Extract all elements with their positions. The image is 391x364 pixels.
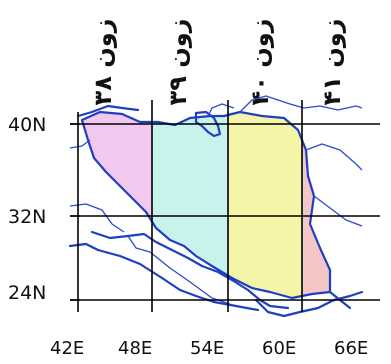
zone-label-41: زون ۴۱: [318, 19, 346, 106]
border-kuwait: [127, 235, 151, 253]
lon-label-54e: 54E: [190, 338, 224, 359]
longitude-labels: 42E 48E 54E 60E 66E: [50, 338, 368, 359]
lon-label-60e: 60E: [262, 338, 296, 359]
zone-fill-41: [302, 112, 330, 298]
zone-label-40: زون ۴۰: [246, 19, 274, 106]
zone-label-38: زون ۳۸: [89, 19, 117, 106]
graticule: [70, 100, 380, 301]
persian-gulf-coast: [90, 230, 290, 310]
border-turkey: [69, 139, 91, 149]
black-sea-coast: [76, 104, 140, 118]
border-north: [239, 95, 363, 113]
border-iraq: [69, 203, 125, 233]
axis-ticks: [70, 123, 303, 312]
zone-fills: [82, 112, 330, 298]
lon-label-42e: 42E: [50, 338, 84, 359]
zone-fill-40: [228, 112, 302, 298]
lon-label-48e: 48E: [118, 338, 152, 359]
zone-header-labels: زون ۳۸ زون ۳۹ زون ۴۰ زون ۴۱: [89, 19, 346, 106]
latitude-labels: 40N 32N 24N: [8, 114, 46, 304]
lon-label-66e: 66E: [334, 338, 368, 359]
red-sea-coast: [68, 242, 100, 252]
border-southeast: [313, 195, 363, 227]
lat-label-24n: 24N: [8, 282, 46, 304]
lat-label-32n: 32N: [8, 206, 46, 228]
border-east: [305, 143, 363, 171]
lat-label-40n: 40N: [8, 114, 46, 136]
country-outline: [80, 110, 332, 300]
zone-label-39: زون ۳۹: [164, 19, 192, 106]
oman-coast: [254, 290, 364, 318]
